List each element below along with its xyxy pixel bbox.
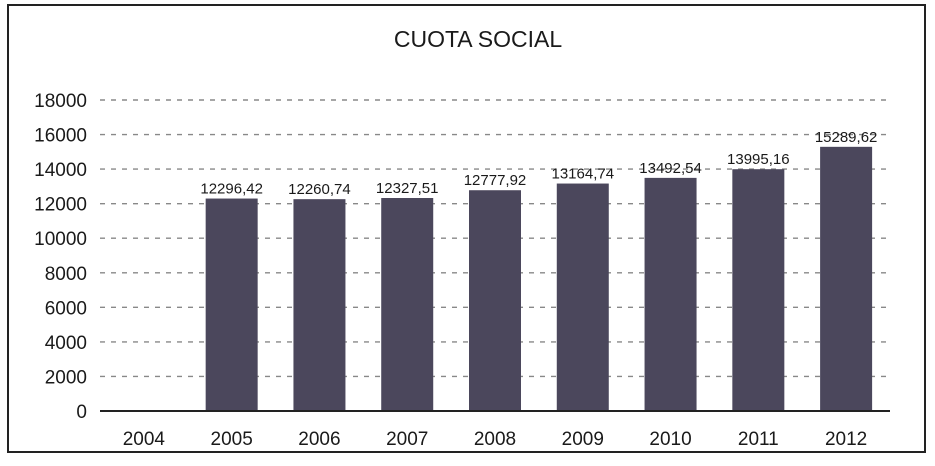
data-label: 13164,74 [551,166,614,183]
data-label: 15289,62 [815,129,878,146]
y-tick-label: 12000 [34,195,87,216]
y-tick-label: 4000 [45,333,87,354]
y-tick-label: 0 [76,402,87,423]
y-tick-label: 14000 [34,160,87,181]
data-label: 12260,74 [288,181,351,198]
bar [205,198,258,411]
data-label: 12327,51 [376,180,439,197]
x-tick-label: 2008 [474,429,516,450]
y-tick-label: 16000 [34,126,87,147]
bar [644,177,697,411]
bars [205,146,873,411]
y-tick-label: 2000 [45,367,87,388]
x-tick-label: 2006 [298,429,340,450]
x-tick-label: 2010 [649,429,691,450]
x-tick-label: 2012 [825,429,867,450]
y-axis-ticks: 0 2000 4000 6000 8000 10000 12000 14000 16000 180… [34,91,87,423]
y-tick-label: 10000 [34,229,87,250]
data-label: 12296,42 [200,181,263,198]
y-tick-label: 18000 [34,91,87,112]
data-label: 13995,16 [727,151,790,168]
x-tick-label: 2005 [211,429,253,450]
bar [556,183,609,411]
data-label: 12777,92 [464,172,527,189]
bar [469,190,521,411]
bar [732,169,785,411]
bar [293,199,346,411]
bar [820,146,873,411]
chart-title: CUOTA SOCIAL [394,26,562,52]
x-tick-label: 2011 [738,429,779,450]
x-tick-label: 2009 [562,429,604,450]
data-labels: 12296,42 12260,74 12327,51 12777,92 13164,74… [200,129,877,198]
y-tick-label: 6000 [45,298,87,319]
x-tick-label: 2007 [386,429,428,450]
data-label: 13492,54 [639,160,702,177]
bar [381,198,434,411]
x-tick-label: 2004 [123,429,166,450]
y-tick-label: 8000 [45,264,87,285]
x-axis-ticks: 2004 2005 2006 2007 2008 2009 2010 2011 2012 [123,429,868,450]
